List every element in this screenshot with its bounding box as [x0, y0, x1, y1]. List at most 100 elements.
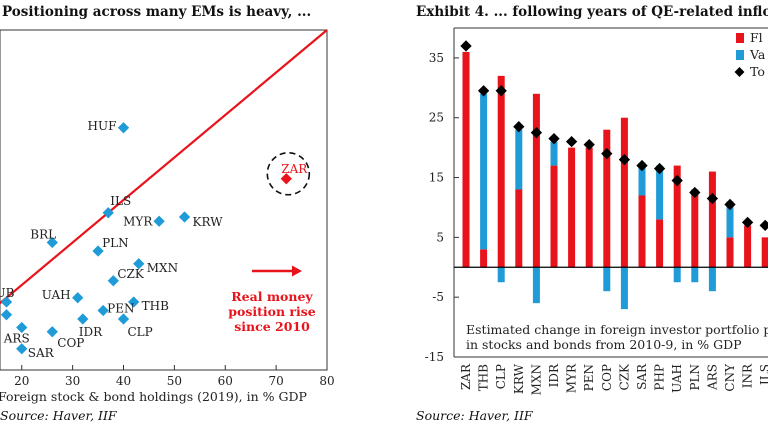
bar-flow-idr	[550, 165, 558, 268]
annotation-text-line: Real money	[231, 289, 313, 304]
bar-valuation-czk	[620, 267, 628, 310]
point-label-huf: HUF	[88, 119, 117, 133]
x-tick-label: 70	[268, 374, 283, 388]
point-label-cop: COP	[57, 336, 84, 350]
diagonal-line	[0, 29, 328, 305]
category-label-ars: ARS	[705, 364, 719, 391]
x-tick-label: 80	[319, 374, 334, 388]
point-label-pen: PEN	[107, 302, 134, 316]
category-label-cop: COP	[600, 364, 614, 391]
point-krw	[178, 211, 191, 223]
point-thb	[128, 296, 140, 308]
category-label-uah: UAH	[670, 364, 684, 393]
total-marker-cop	[601, 147, 613, 160]
bar-valuation-cop	[603, 267, 611, 292]
category-label-ils: ILS	[758, 364, 768, 385]
total-marker-idr	[548, 133, 560, 145]
x-tick-label: 50	[167, 374, 182, 388]
bar-valuation-mxn	[532, 267, 540, 304]
point-label-rub: RUB	[0, 286, 15, 300]
y-tick-label: -5	[432, 290, 444, 304]
category-label-inr: INR	[741, 363, 755, 388]
category-label-clp: CLP	[494, 364, 508, 389]
bar-flow-czk	[620, 117, 628, 268]
point-label-myr: MYR	[123, 214, 153, 228]
category-label-myr: MYR	[565, 363, 579, 393]
bar-valuation-pln	[691, 267, 699, 283]
y-tick-label: 15	[429, 171, 444, 185]
point-mxn	[133, 258, 145, 270]
total-marker-inr	[741, 216, 754, 229]
total-marker-sar	[636, 159, 648, 172]
bar-flow-ars	[708, 171, 716, 268]
bar-valuation-idr	[550, 141, 558, 166]
category-label-cny: CNY	[723, 363, 737, 392]
point-label-sar: SAR	[28, 346, 55, 360]
legend-label-1: Va	[749, 47, 766, 62]
point-huf	[117, 122, 130, 134]
total-marker-pen	[583, 138, 595, 151]
point-cop	[46, 326, 58, 338]
category-label-czk: CZK	[617, 363, 631, 391]
point-label-clp: CLP	[128, 325, 153, 339]
total-marker-php	[653, 162, 666, 175]
bar-flow-myr	[568, 147, 576, 268]
bar-flow-cny	[726, 237, 734, 268]
bar-flow-thb	[480, 249, 488, 268]
bar-flow-clp	[497, 75, 505, 268]
x-tick-label: 40	[116, 374, 131, 388]
point-label-thb: THB	[142, 299, 169, 313]
legend-label-2: To	[750, 64, 765, 79]
point-label-zar: ZAR	[281, 162, 308, 176]
point-label-pln: PLN	[102, 236, 129, 250]
bar-valuation-cny	[726, 201, 734, 238]
bar-flow-uah	[673, 165, 681, 268]
point-label-ils: ILS	[110, 194, 131, 208]
x-tick-label: 30	[65, 374, 80, 388]
point-brl	[46, 236, 58, 249]
total-marker-myr	[565, 135, 578, 148]
annotation-arrow-head	[292, 265, 302, 277]
bar-flow-zar	[462, 51, 470, 268]
y-tick-label: 25	[429, 111, 444, 125]
legend-swatch-2	[734, 67, 745, 77]
bar-flow-sar	[638, 195, 646, 268]
x-tick-label: 20	[14, 374, 29, 388]
point-label-mxn: MXN	[147, 261, 178, 275]
point-idr	[77, 313, 89, 325]
right-source: Source: Haver, IIF	[416, 408, 533, 423]
plot-frame	[0, 29, 328, 371]
left-source: Source: Haver, IIF	[0, 408, 117, 423]
category-label-sar: SAR	[635, 363, 649, 390]
bar-flow-php	[656, 219, 664, 268]
point-label-idr: IDR	[79, 325, 103, 339]
bar-flow-cop	[603, 129, 611, 268]
point-label-czk: CZK	[117, 267, 145, 281]
y-tick-label: 35	[429, 51, 444, 65]
category-label-pen: PEN	[582, 364, 596, 391]
bar-valuation-clp	[497, 267, 505, 283]
annotation-text-line: position rise	[228, 304, 316, 319]
point-try	[0, 309, 13, 321]
annotation-text-line: since 2010	[234, 319, 310, 334]
total-marker-mxn	[530, 127, 543, 139]
bar-valuation-krw	[515, 129, 523, 190]
total-marker-uah	[671, 174, 683, 187]
total-marker-clp	[495, 85, 507, 97]
point-uah	[72, 292, 84, 304]
total-marker-pln	[689, 186, 701, 199]
right-chart-title: Exhibit 4. ... following years of QE-rel…	[416, 4, 768, 20]
point-zar	[280, 173, 292, 185]
point-label-ars: ARS	[3, 332, 30, 346]
highlight-circle	[266, 151, 311, 196]
point-label-brl: BRL	[30, 228, 56, 242]
category-label-idr: IDR	[547, 363, 561, 387]
x-axis-label: Foreign stock & bond holdings (2019), in…	[0, 389, 307, 404]
bar-flow-pen	[585, 147, 593, 268]
legend-swatch-0	[736, 33, 744, 43]
bar-flow-ils	[761, 237, 768, 268]
annotation-text-line: in stocks and bonds from 2010-9, in % GD…	[466, 337, 742, 352]
total-marker-ils	[759, 219, 768, 232]
bar-valuation-sar	[638, 165, 646, 196]
